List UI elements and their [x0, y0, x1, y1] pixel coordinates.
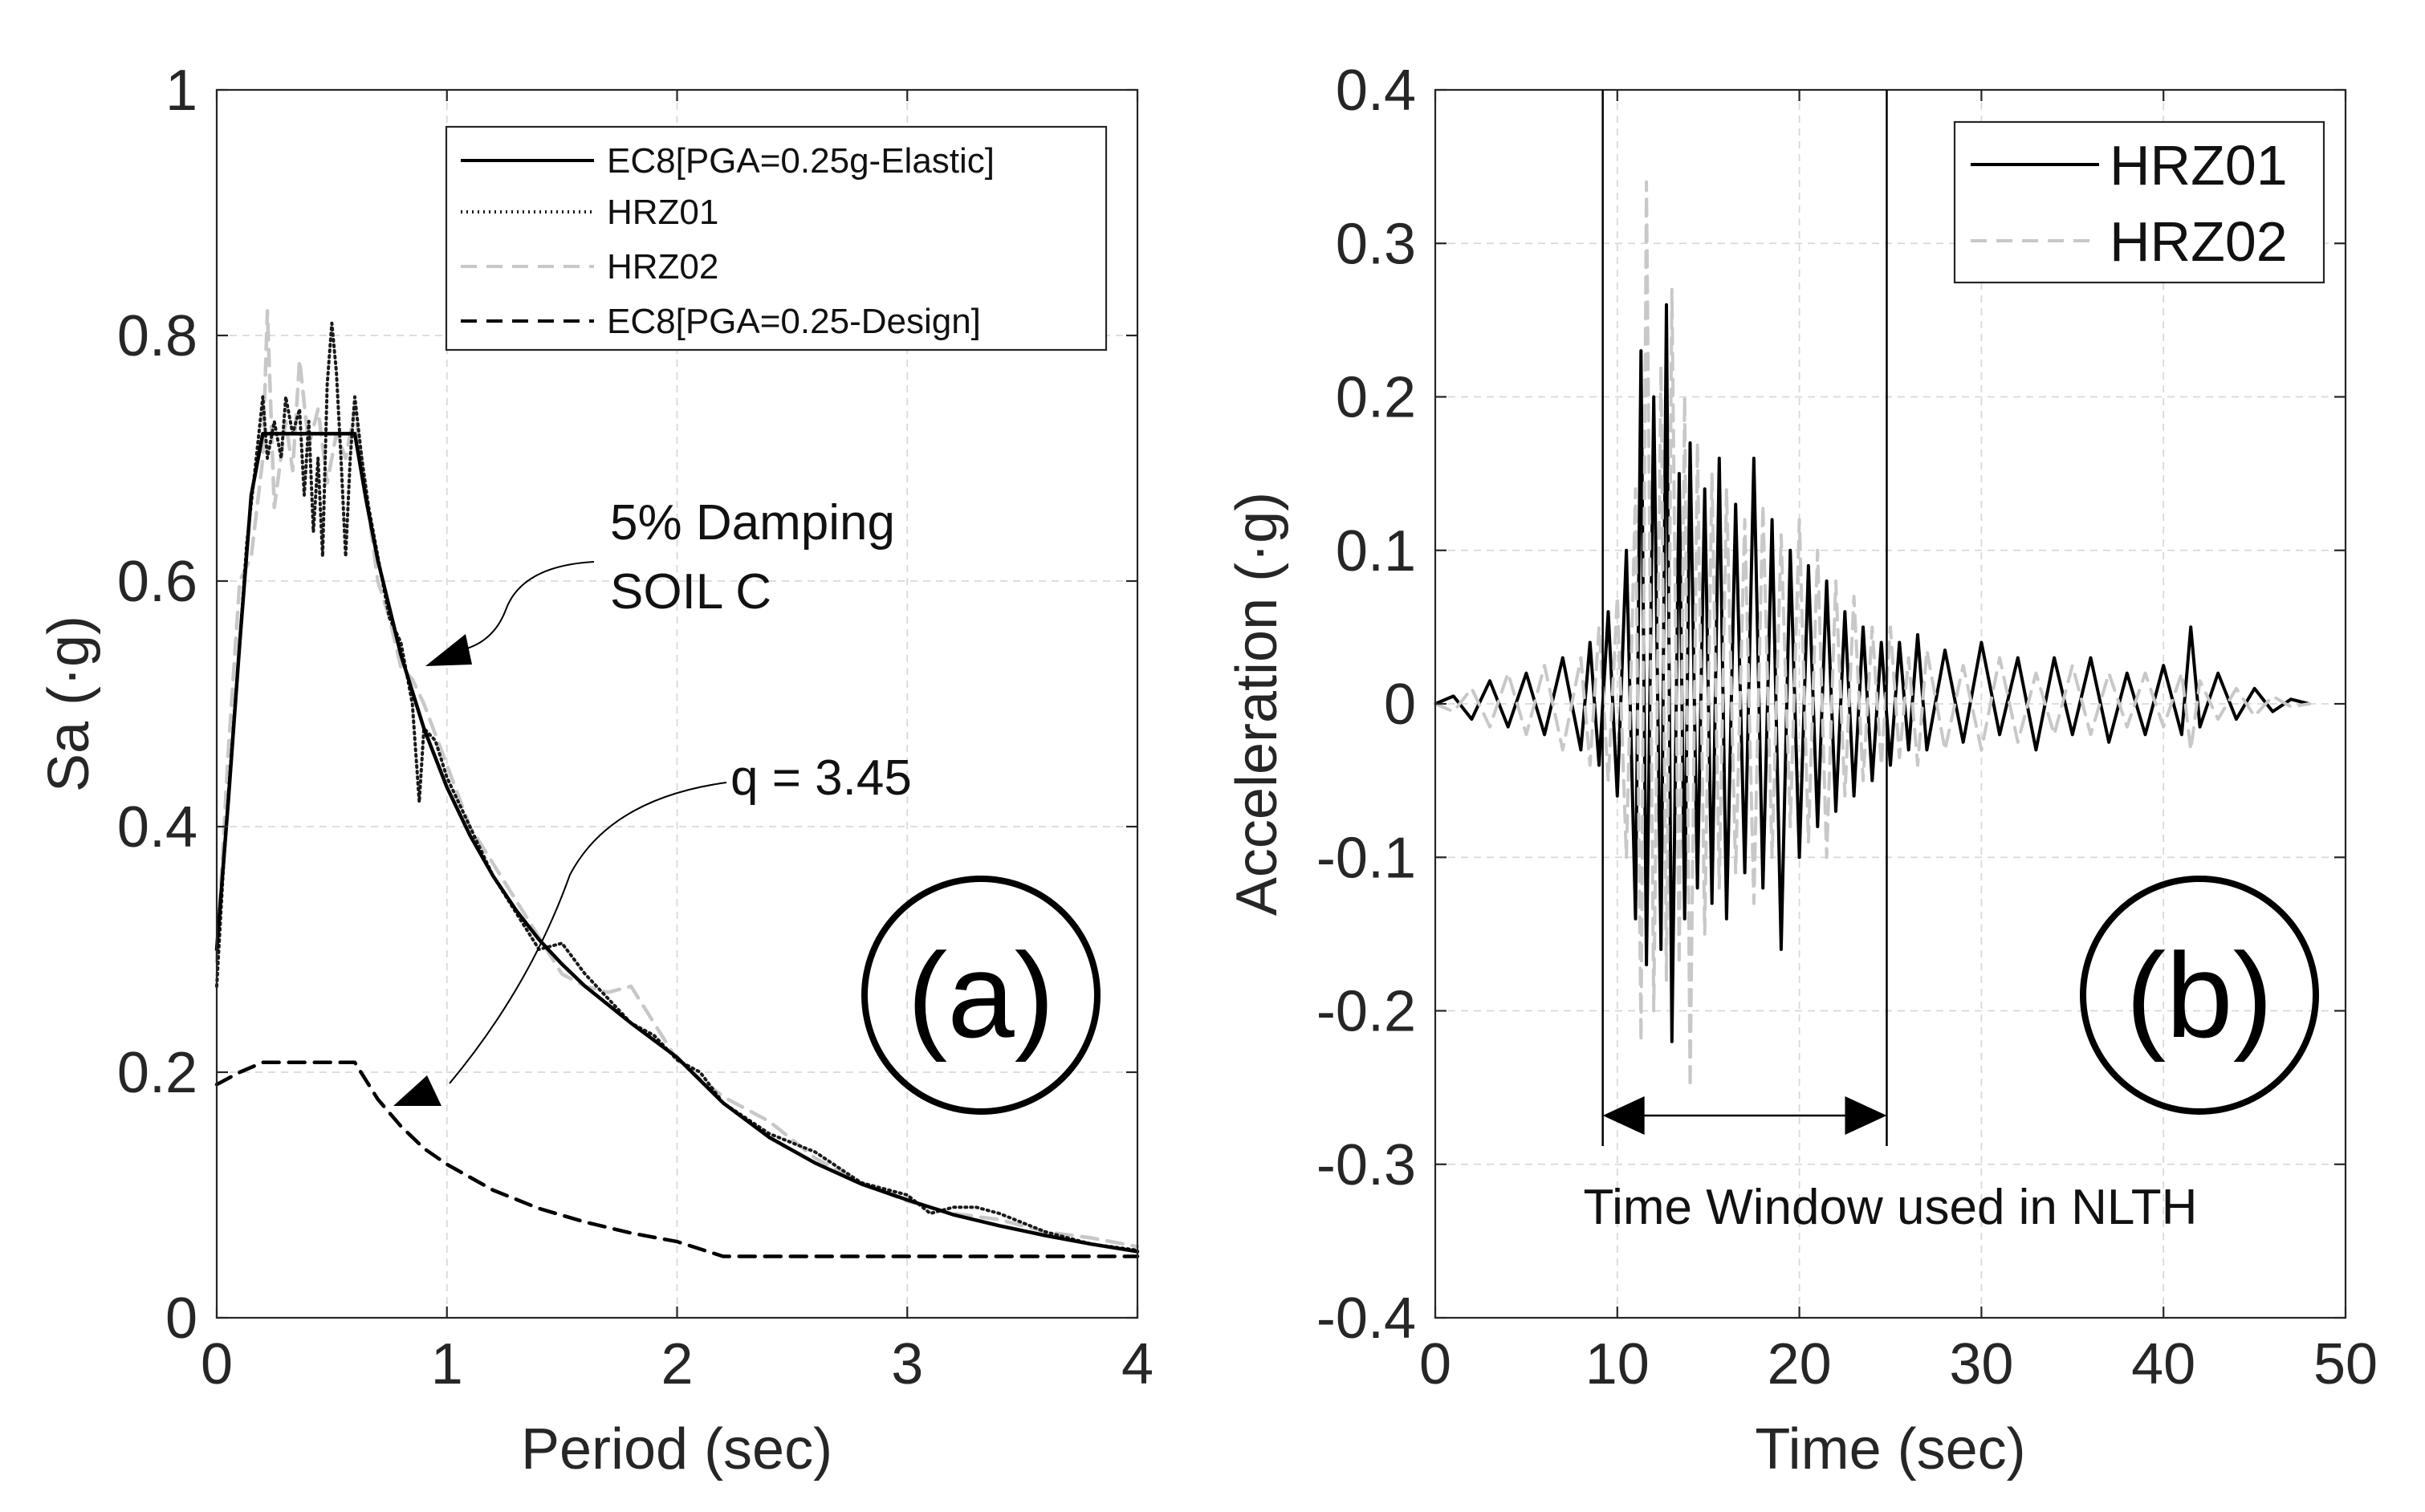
x-tick-label: 0 — [201, 1332, 233, 1396]
series-line-hrz02 — [214, 309, 1140, 1249]
panel-a-tick-labels: 0 1 2 3 4 0 0.2 0.4 0.6 0.8 1 — [117, 59, 1154, 1396]
time-window-label: Time Window used in NLTH — [1584, 1180, 2198, 1235]
y-tick-label: 1 — [165, 59, 197, 123]
x-tick-label: 3 — [891, 1332, 923, 1396]
panel-a-legend: EC8[PGA=0.25g-Elastic] HRZ01 HRZ02 EC8[P… — [445, 125, 1108, 352]
annotation-damping-line1: 5% Damping — [610, 495, 895, 551]
panel-a-y-axis-label: Sa (·g) — [37, 616, 101, 792]
annotation-damping-arrowhead — [425, 634, 472, 666]
y-tick-label: -0.2 — [1316, 980, 1416, 1044]
x-tick-label: 1 — [431, 1332, 463, 1396]
x-tick-label: 4 — [1121, 1332, 1154, 1396]
y-tick-label: 0.2 — [117, 1041, 197, 1105]
y-tick-label: -0.3 — [1316, 1133, 1416, 1197]
legend-label-hrz01-a: HRZ01 — [607, 193, 718, 232]
panel-b-time-history: 0 10 20 30 40 50 -0.4 -0.3 -0.2 -0.1 0 0.1 0.2 0.3 0.4… — [1225, 59, 2378, 1482]
annotation-q-text: q = 3.45 — [730, 750, 912, 806]
legend-label-hrz01-b: HRZ01 — [2110, 134, 2288, 197]
x-tick-label: 2 — [661, 1332, 693, 1396]
y-tick-label: 0.6 — [117, 550, 197, 614]
time-window-arrowhead-left — [1602, 1096, 1645, 1135]
x-tick-label: 40 — [2131, 1332, 2195, 1396]
y-tick-label: 0.4 — [1336, 59, 1416, 123]
annotation-behaviour-factor: q = 3.45 — [393, 750, 912, 1106]
panel-b-tag: (b) — [2080, 876, 2319, 1115]
time-window: Time Window used in NLTH — [1584, 90, 2198, 1235]
x-tick-label: 20 — [1768, 1332, 1832, 1396]
panel-b-ticks — [1434, 88, 2347, 1319]
legend-label-hrz02-b: HRZ02 — [2110, 210, 2288, 273]
panel-a-response-spectrum: 0 1 2 3 4 0 0.2 0.4 0.6 0.8 1 Period (sec) Sa (·g)… — [37, 59, 1154, 1482]
panel-b-series-group — [1434, 180, 2311, 1090]
panel-a-series-group — [214, 309, 1140, 1258]
panel-b-tag-circle — [2080, 876, 2319, 1115]
x-tick-label: 0 — [1419, 1332, 1451, 1396]
legend-label-ec8-design: EC8[PGA=0.25-Design] — [607, 302, 981, 341]
annotation-damping-line2: SOIL C — [610, 564, 771, 620]
panel-a-tag-circle — [861, 876, 1101, 1115]
x-tick-label: 30 — [1949, 1332, 2013, 1396]
x-tick-label: 10 — [1585, 1332, 1650, 1396]
y-tick-label: 0.1 — [1336, 519, 1416, 583]
y-tick-label: 0.3 — [1336, 212, 1416, 276]
panel-b-legend: HRZ01 HRZ02 — [1953, 120, 2325, 284]
panel-a-ticks — [215, 88, 1139, 1319]
panel-a-legend-box — [445, 125, 1108, 352]
legend-label-hrz02-a: HRZ02 — [607, 247, 718, 287]
time-window-arrowhead-right — [1845, 1096, 1887, 1135]
annotation-q-leader — [449, 782, 727, 1084]
panel-b-tag-text: (b) — [2126, 928, 2272, 1063]
y-tick-label: 0 — [1384, 673, 1416, 737]
y-tick-label: 0.2 — [1336, 366, 1416, 430]
y-tick-label: 0.8 — [117, 304, 197, 368]
panel-b-x-axis-label: Time (sec) — [1755, 1417, 2025, 1482]
series-line-hrz02 — [1434, 180, 2311, 1090]
y-tick-label: 0.4 — [117, 795, 197, 860]
y-tick-label: -0.4 — [1316, 1286, 1416, 1351]
annotation-damping: 5% Damping SOIL C — [425, 495, 895, 666]
panel-b-grid — [1435, 90, 2346, 1318]
panel-b-tick-labels: 0 10 20 30 40 50 -0.4 -0.3 -0.2 -0.1 0 0.1 0.2 0.3 0.4 — [1316, 59, 2378, 1396]
annotation-q-arrowhead — [393, 1075, 441, 1106]
panel-b-y-axis-label: Acceleration (·g) — [1225, 492, 1289, 916]
series-line-ec8-pga-0-25g-elastic — [214, 432, 1140, 1254]
series-line-ec8-pga-0-25-design — [214, 1060, 1140, 1258]
x-tick-label: 50 — [2313, 1332, 2378, 1396]
legend-label-ec8-elastic: EC8[PGA=0.25g-Elastic] — [607, 141, 995, 181]
series-line-hrz01 — [1434, 303, 2311, 1043]
y-tick-label: 0 — [165, 1286, 197, 1351]
panel-b-legend-box — [1953, 120, 2325, 284]
y-tick-label: -0.1 — [1316, 826, 1416, 890]
panel-a-x-axis-label: Period (sec) — [521, 1417, 832, 1482]
annotation-damping-leader — [461, 561, 595, 651]
panel-a-tag-text: (a) — [907, 928, 1054, 1063]
panel-a-tag: (a) — [861, 876, 1101, 1115]
